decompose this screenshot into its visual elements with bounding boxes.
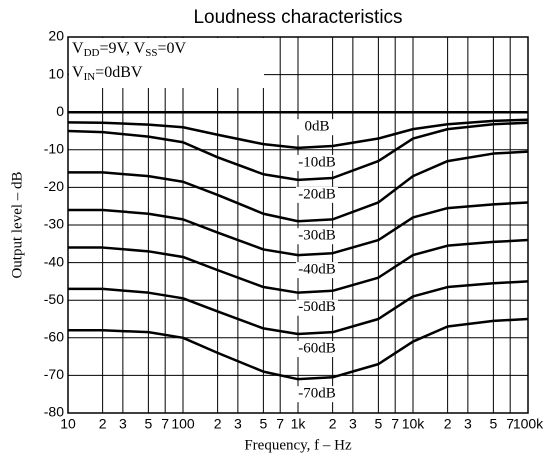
curve: [68, 317, 529, 381]
curve-label: -30dB: [298, 228, 336, 244]
curve-label-bg: [296, 341, 338, 358]
y-tick-label: -20: [44, 178, 64, 194]
curve-label: -60dB: [298, 340, 336, 356]
curve-label: -50dB: [298, 299, 336, 315]
curve-label-bg: [296, 186, 338, 203]
x-tick-label: 5: [489, 416, 497, 432]
curve: [68, 238, 529, 294]
x-tick-label: 7: [276, 416, 284, 432]
curve-label-bg: [296, 299, 338, 316]
annotation-text: =0dBV: [95, 64, 143, 81]
curve: [67, 118, 529, 150]
y-axis-label: Output level – dB: [9, 171, 25, 278]
x-tick-label: 2: [214, 416, 222, 432]
x-tick-label: 3: [234, 416, 242, 432]
curve-label-bg: [296, 119, 338, 136]
x-tick-label: 3: [119, 416, 127, 432]
y-tick-label: -40: [44, 253, 64, 269]
y-tick-label: 10: [48, 65, 64, 81]
curve-label: -20dB: [298, 186, 336, 202]
y-tick-label: -80: [44, 404, 64, 420]
annotation-text: V: [72, 40, 84, 57]
curve-label: -70dB: [298, 386, 336, 402]
subscript: DD: [84, 47, 100, 59]
annotation-text: =9V, V: [99, 40, 145, 57]
y-tick-label: -50: [44, 291, 64, 307]
curve-label-bg: [296, 154, 338, 171]
x-tick-label: 100k: [513, 416, 544, 432]
x-tick-label: 10: [60, 416, 76, 432]
x-tick-label: 3: [464, 416, 472, 432]
annotation-box: [69, 38, 264, 88]
x-axis-label: Frequency, f – Hz: [244, 437, 352, 453]
curve: [68, 150, 529, 223]
x-tick-label: 2: [444, 416, 452, 432]
curve-label: -40dB: [298, 262, 336, 278]
y-tick-label: -10: [44, 141, 64, 157]
x-tick-label: 7: [161, 416, 169, 432]
x-tick-label: 10k: [402, 416, 426, 432]
y-tick-label: 0: [56, 103, 64, 119]
subscript: SS: [145, 47, 157, 59]
x-tick-label: 5: [259, 416, 267, 432]
x-tick-label: 3: [349, 416, 357, 432]
x-tick-label: 5: [144, 416, 152, 432]
x-tick-label: 7: [391, 416, 399, 432]
curve-label: 0dB: [304, 119, 329, 135]
curve-label: -10dB: [298, 154, 336, 170]
annotation: VIN=0dBV: [72, 64, 143, 83]
curve-label-bg: [296, 386, 338, 403]
y-tick-label: -60: [44, 329, 64, 345]
subscript: IN: [84, 71, 96, 83]
x-tick-label: 100: [171, 416, 195, 432]
x-tick-label: 5: [374, 416, 382, 432]
plot-frame: [67, 36, 529, 414]
curve: [67, 121, 529, 182]
curve-label-bg: [296, 262, 338, 279]
y-tick-label: -70: [44, 366, 64, 382]
curve: [68, 201, 529, 257]
x-tick-label: 2: [329, 416, 337, 432]
x-tick-label: 2: [99, 416, 107, 432]
annotation-text: V: [72, 64, 84, 81]
annotation-text: =0V: [157, 40, 186, 57]
curve: [68, 280, 529, 336]
curve-label-bg: [296, 228, 338, 245]
chart-title: Loudness characteristics: [193, 7, 402, 28]
y-tick-label: -30: [44, 216, 64, 232]
x-tick-label: 7: [506, 416, 514, 432]
y-tick-label: 20: [48, 28, 64, 44]
x-tick-label: 1k: [291, 416, 307, 432]
annotation: VDD=9V, VSS=0V: [72, 40, 187, 59]
